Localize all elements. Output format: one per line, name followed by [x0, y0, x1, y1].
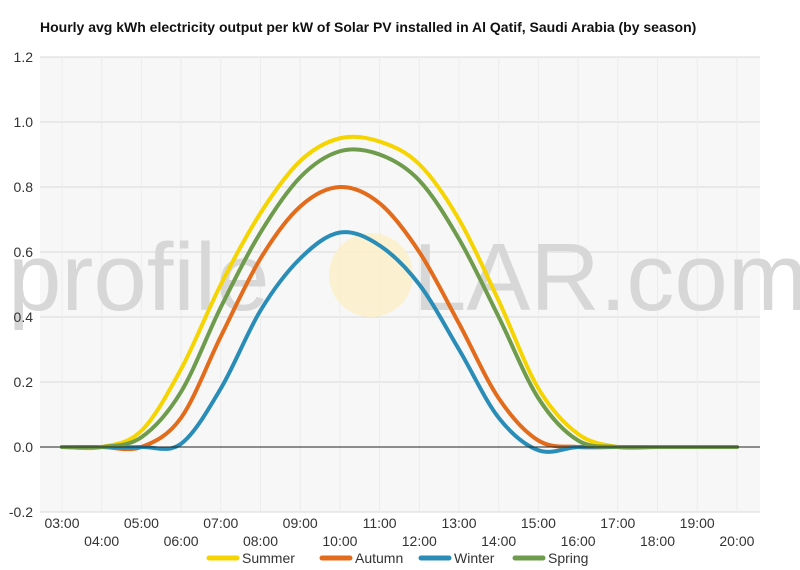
x-tick-label: 08:00: [243, 533, 278, 549]
axis-layer: 1.2 1.0 0.8 0.6 0.4 0.2 0.0 -0.2 03:00 04:00 05:00…: [9, 49, 760, 549]
x-tick-label: 10:00: [322, 533, 357, 549]
y-tick-label: -0.2: [9, 504, 33, 520]
x-tick-label: 09:00: [283, 515, 318, 531]
chart-title: Hourly avg kWh electricity output per kW…: [40, 19, 697, 35]
x-tick-label: 18:00: [640, 533, 675, 549]
legend-label-autumn: Autumn: [355, 550, 403, 566]
x-tick-label: 19:00: [680, 515, 715, 531]
y-tick-label: 1.2: [14, 49, 34, 65]
y-tick-label: 0.0: [14, 439, 34, 455]
legend-label-winter: Winter: [454, 550, 495, 566]
legend-label-spring: Spring: [548, 550, 588, 566]
x-tick-label: 20:00: [719, 533, 754, 549]
x-tick-label: 07:00: [203, 515, 238, 531]
x-tick-label: 16:00: [561, 533, 596, 549]
x-tick-label: 11:00: [363, 515, 397, 531]
y-tick-label: 1.0: [14, 114, 34, 130]
x-tick-label: 17:00: [600, 515, 635, 531]
x-tick-label: 12:00: [402, 533, 437, 549]
y-tick-label: 0.6: [14, 244, 34, 260]
x-tick-label: 05:00: [124, 515, 159, 531]
x-tick-label: 06:00: [164, 533, 199, 549]
x-tick-label: 04:00: [84, 533, 119, 549]
x-tick-label: 03:00: [44, 515, 79, 531]
x-tick-label: 14:00: [481, 533, 516, 549]
x-tick-label: 13:00: [441, 515, 476, 531]
legend: Summer Autumn Winter Spring: [206, 550, 588, 566]
y-tick-label: 0.4: [14, 309, 34, 325]
y-tick-label: 0.2: [14, 374, 34, 390]
legend-label-summer: Summer: [242, 550, 295, 566]
y-tick-label: 0.8: [14, 179, 34, 195]
watermark-sun-icon: [329, 233, 413, 317]
x-tick-label: 15:00: [521, 515, 556, 531]
